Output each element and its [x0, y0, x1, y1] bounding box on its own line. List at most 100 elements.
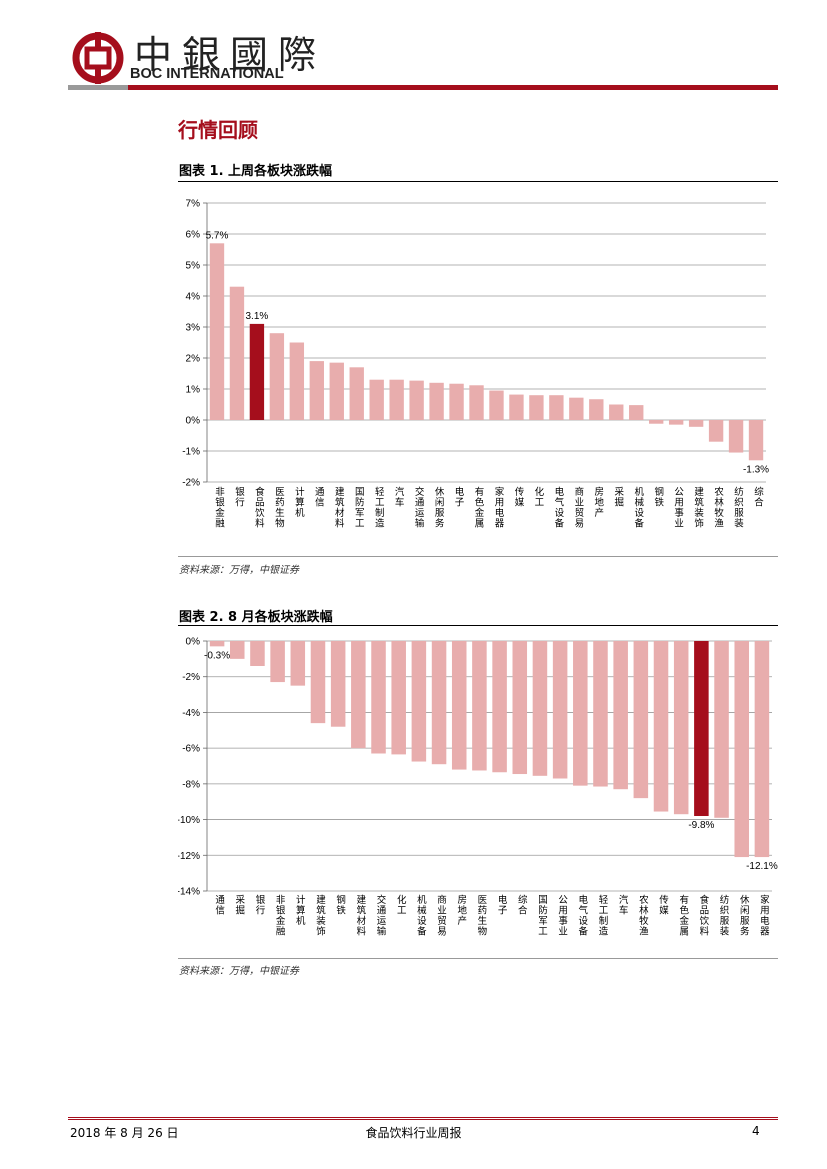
chart-0-bar [429, 382, 444, 420]
chart-0-bar [589, 399, 604, 420]
chart-1-data-label: -9.8% [688, 820, 714, 831]
chart-0-bar [569, 397, 584, 420]
figure-1-source: 资料来源：万得，中银证券 [179, 565, 299, 576]
chart-1-ytick-label: 0% [186, 637, 201, 648]
chart-0-ytick-label: 5% [186, 261, 201, 272]
chart-1-category-label: 休闲服务 [740, 894, 750, 938]
chart-0-bar [748, 420, 764, 461]
header-divider-grey [68, 85, 128, 90]
chart-0-category-label: 通信 [315, 487, 325, 509]
chart-0-category-label: 房地产 [595, 486, 605, 519]
chart-1-data-label: -0.3% [204, 650, 230, 661]
chart-1-category-label: 建筑装饰 [316, 894, 326, 938]
chart-1-bar [351, 641, 366, 749]
chart-0-bar [369, 379, 384, 420]
chart-0-ytick-label: 1% [186, 385, 201, 396]
chart-1-bar [754, 641, 770, 858]
chart-1-ytick-label: -10% [178, 815, 200, 826]
chart-0-bar [469, 385, 484, 420]
chart-1-category-label: 传媒 [659, 894, 669, 917]
footer-page-number: 4 [752, 1124, 760, 1138]
chart-1-ytick-label: -4% [182, 708, 200, 719]
chart-1-category-label: 医药生物 [478, 895, 488, 938]
chart-0-ytick-label: 3% [186, 323, 201, 334]
figure-1-title: 图表 1. 上周各板块涨跌幅 [179, 164, 333, 179]
chart-1-bar [734, 641, 749, 858]
chart-1-bar [673, 641, 689, 815]
chart-1-category-label: 交通运输 [377, 894, 387, 938]
chart-0-category-label: 建筑装饰 [694, 486, 704, 530]
figure-2-rule [178, 625, 778, 626]
chart-0-category-label: 建筑材料 [335, 486, 345, 530]
chart-1-bar [633, 641, 649, 799]
chart-1-bar [512, 641, 528, 775]
chart-1-ytick-label: -14% [178, 887, 200, 898]
chart-1-category-label: 有色金属 [679, 894, 689, 938]
chart-1-bar [250, 641, 265, 666]
chart-1-bar [451, 641, 467, 770]
chart-2: 0%-2%-4%-6%-8%-10%-12%-14%通信采掘银行非银金融计算机建… [178, 637, 778, 938]
chart-0-ytick-label: 7% [186, 199, 201, 210]
chart-0-ytick-label: -1% [182, 447, 200, 458]
figure-2-source-rule [178, 958, 778, 959]
chart-1-category-label: 轻工制造 [599, 894, 609, 938]
chart-0-bar [209, 243, 225, 420]
chart-0-category-label: 轻工制造 [375, 486, 385, 530]
chart-0-bar [489, 390, 504, 420]
chart-1-bar [230, 641, 245, 659]
chart-1-category-label: 建筑材料 [357, 894, 367, 938]
chart-0-bar [449, 383, 464, 420]
chart-0-category-label: 公用事业 [674, 487, 684, 530]
chart-0-data-label: 5.7% [206, 230, 229, 241]
chart-0-bar [509, 394, 524, 420]
chart-0-category-label: 银行 [235, 486, 245, 509]
chart-1-category-label: 农林牧渔 [639, 894, 649, 938]
chart-0-category-label: 采掘 [615, 487, 625, 509]
chart-0-bar [349, 367, 364, 420]
chart-1-bar [290, 641, 306, 686]
chart-0-category-label: 电子 [455, 486, 465, 509]
chart-0-bar [269, 333, 285, 420]
chart-1-category-label: 公用事业 [558, 895, 568, 938]
chart-0-bar [409, 380, 424, 420]
chart-0-category-label: 综合 [754, 486, 764, 509]
chart-1-bar [613, 641, 628, 790]
chart-1-bar [552, 641, 568, 779]
footer-report-name: 食品饮料行业周报 [365, 1126, 462, 1140]
chart-0-category-label: 商业贸易 [575, 486, 585, 530]
logo-chinese-name: 中銀國際 [134, 33, 327, 77]
chart-0-bar [649, 420, 664, 424]
chart-1-category-label: 机械设备 [417, 894, 427, 938]
chart-1-bar [371, 641, 386, 754]
chart-1-bar [653, 641, 669, 812]
chart-0-category-label: 汽车 [395, 486, 405, 509]
chart-1-bar [270, 641, 285, 683]
chart-1-bar [310, 641, 326, 724]
chart-0-bar [668, 420, 684, 425]
chart-0-bar [609, 404, 624, 420]
chart-0-category-label: 化工 [535, 486, 545, 509]
chart-1-category-label: 通信 [215, 895, 225, 917]
chart-1-category-label: 钢铁 [336, 894, 346, 917]
chart-0-bar [289, 342, 305, 420]
chart-1-ytick-label: -2% [182, 672, 200, 683]
chart-1-bar [714, 641, 729, 818]
figure-2-title: 图表 2. 8 月各板块涨跌幅 [179, 610, 333, 625]
chart-1-category-label: 电子 [498, 894, 508, 917]
chart-0-bar [629, 405, 644, 420]
chart-1-bar [411, 641, 427, 762]
footer-date: 2018 年 8 月 26 日 [70, 1126, 179, 1140]
chart-1-bar [492, 641, 507, 773]
chart-0-category-label: 有色金属 [475, 486, 485, 530]
chart-1-category-label: 计算机 [296, 894, 306, 927]
chart-0-ytick-label: 2% [186, 354, 201, 365]
chart-0-ytick-label: 4% [186, 292, 201, 303]
chart-1-data-label: -12.1% [746, 861, 778, 872]
chart-0-bar [688, 420, 704, 427]
chart-0-ytick-label: -2% [182, 478, 200, 489]
figure-1-rule [178, 181, 778, 182]
chart-1-bar [593, 641, 608, 787]
chart-1-category-label: 电气设备 [579, 894, 589, 938]
chart-0-bar [708, 420, 724, 442]
chart-0-category-label: 医药生物 [275, 487, 285, 530]
